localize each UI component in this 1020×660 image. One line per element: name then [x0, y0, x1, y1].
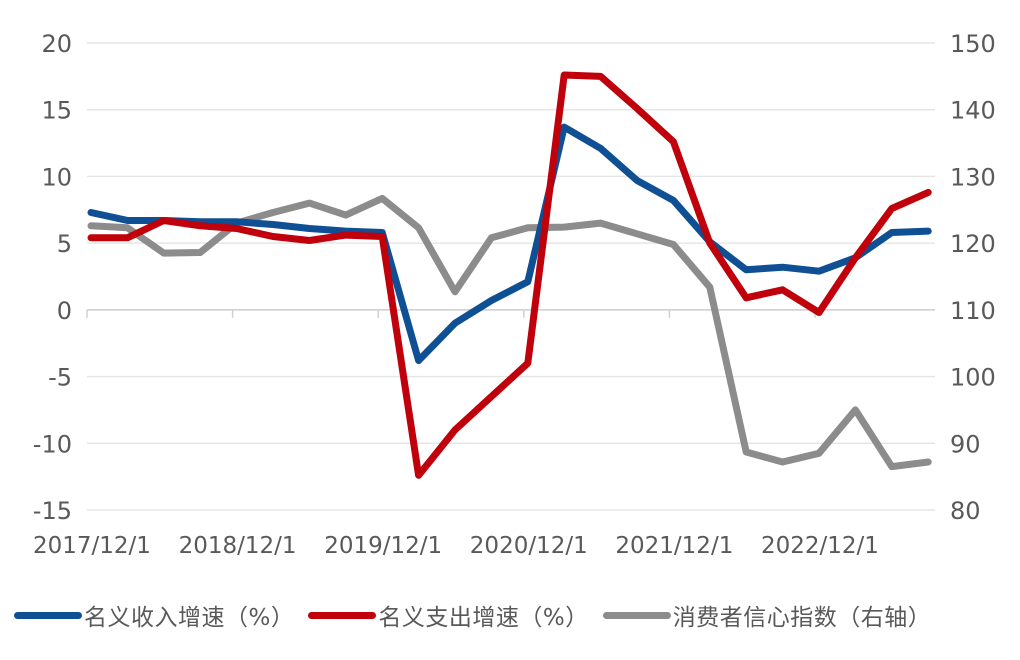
y-tick-label-right: 130	[950, 163, 996, 191]
y-tick-label-left: -5	[48, 364, 72, 392]
y-tick-label-left: -10	[33, 430, 72, 458]
y-tick-label-right: 110	[950, 297, 996, 325]
y-axis-right: 150 140 130 120 110 100 90 80	[950, 30, 996, 525]
x-tick-label: 2021/12/1	[615, 533, 733, 559]
legend-swatch-spending	[308, 611, 377, 619]
legend-item-income: 名义收入增速（%）	[14, 598, 294, 632]
y-tick-label-left: 0	[57, 297, 72, 325]
series-line-confidence	[87, 194, 932, 471]
y-axis-left: 20 15 10 5 0 -5 -10 -15	[33, 30, 72, 525]
x-tick-label: 2019/12/1	[324, 533, 442, 559]
y-tick-label-right: 140	[950, 97, 996, 125]
legend-swatch-confidence	[602, 611, 671, 619]
gridlines	[87, 42, 935, 511]
legend-item-spending: 名义支出增速（%）	[308, 598, 588, 632]
series-lines	[87, 71, 932, 479]
legend-label-spending: 名义支出增速（%）	[378, 605, 589, 631]
series-line-spending	[87, 71, 932, 479]
series-line-income	[87, 123, 932, 365]
y-tick-label-left: 20	[41, 30, 72, 58]
y-tick-label-right: 100	[950, 364, 996, 392]
y-tick-label-right: 120	[950, 230, 996, 258]
legend-item-confidence: 消费者信心指数（右轴）	[602, 598, 932, 632]
line-chart: 2017/12/1 2018/12/1 2019/12/1 2020/12/1 2021…	[33, 30, 996, 559]
legend-label-income: 名义收入增速（%）	[84, 605, 295, 631]
legend: 名义收入增速（%） 名义支出增速（%） 消费者信心指数（右轴）	[14, 597, 931, 633]
y-tick-label-left: 5	[57, 230, 72, 258]
x-tick-label: 2017/12/1	[33, 533, 151, 559]
legend-swatch-income	[14, 611, 82, 619]
y-tick-label-right: 150	[950, 30, 996, 58]
x-tick-label: 2020/12/1	[470, 533, 588, 559]
legend-label-confidence: 消费者信心指数（右轴）	[672, 605, 932, 631]
y-tick-label-left: 10	[41, 163, 72, 191]
x-axis: 2017/12/1 2018/12/1 2019/12/1 2020/12/1 2021…	[33, 309, 879, 559]
x-tick-label: 2022/12/1	[761, 533, 879, 559]
y-tick-label-right: 90	[950, 430, 981, 458]
x-tick-label: 2018/12/1	[179, 533, 297, 559]
y-tick-label-left: 15	[41, 97, 72, 125]
y-tick-label-right: 80	[950, 497, 981, 525]
y-tick-label-left: -15	[33, 497, 72, 525]
